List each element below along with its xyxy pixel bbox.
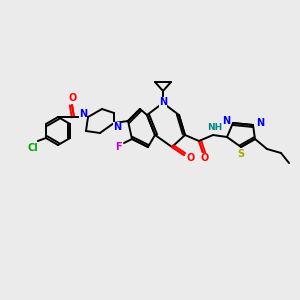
- Text: O: O: [187, 153, 195, 163]
- Text: N: N: [79, 109, 87, 119]
- Text: F: F: [115, 142, 121, 152]
- Text: O: O: [201, 153, 209, 163]
- Text: N: N: [222, 116, 230, 126]
- Text: N: N: [159, 97, 167, 107]
- Text: O: O: [69, 93, 77, 103]
- Text: NH: NH: [207, 124, 223, 133]
- Text: N: N: [113, 122, 121, 132]
- Text: N: N: [256, 118, 264, 128]
- Text: S: S: [237, 149, 244, 159]
- Text: Cl: Cl: [28, 143, 38, 153]
